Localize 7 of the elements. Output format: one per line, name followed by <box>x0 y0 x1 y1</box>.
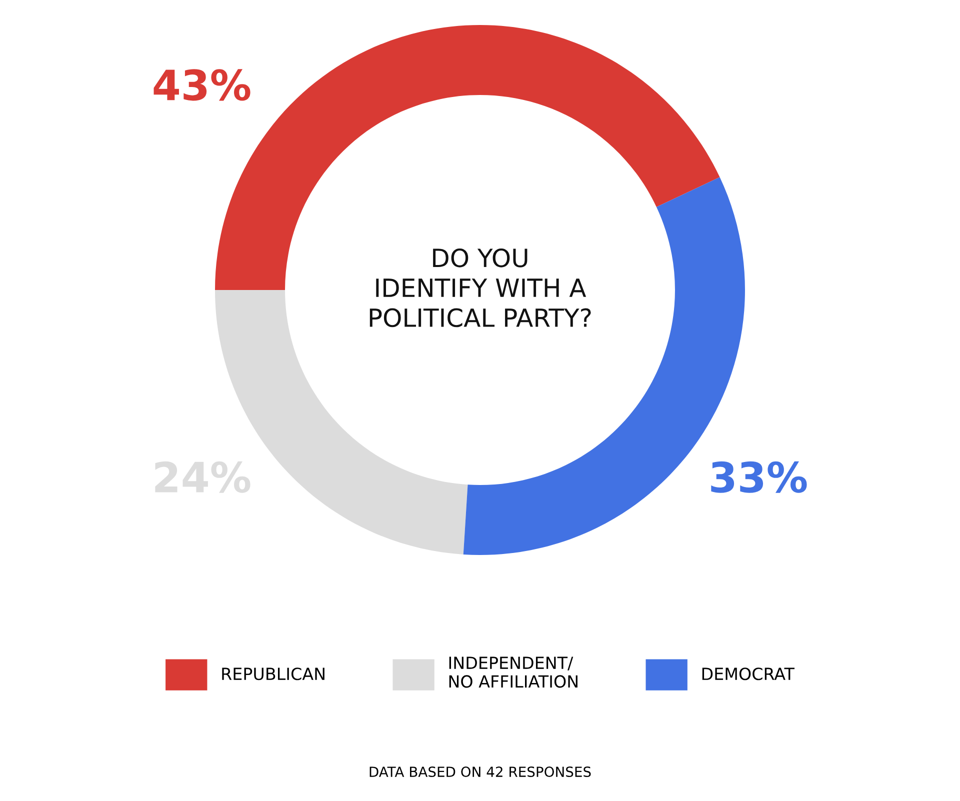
text: DATA BASED ON 42 RESPONSES <box>370 766 591 778</box>
legend-label: INDEPENDENT/ NO AFFILIATION <box>449 656 578 688</box>
data-label: 33% <box>711 461 807 493</box>
data-label: 43% <box>154 69 250 101</box>
legend-label: REPUBLICAN <box>222 668 324 680</box>
legend-label: DEMOCRAT <box>702 668 795 680</box>
text: DO YOU IDENTIFY WITH A POLITICAL PARTY? <box>370 248 591 328</box>
